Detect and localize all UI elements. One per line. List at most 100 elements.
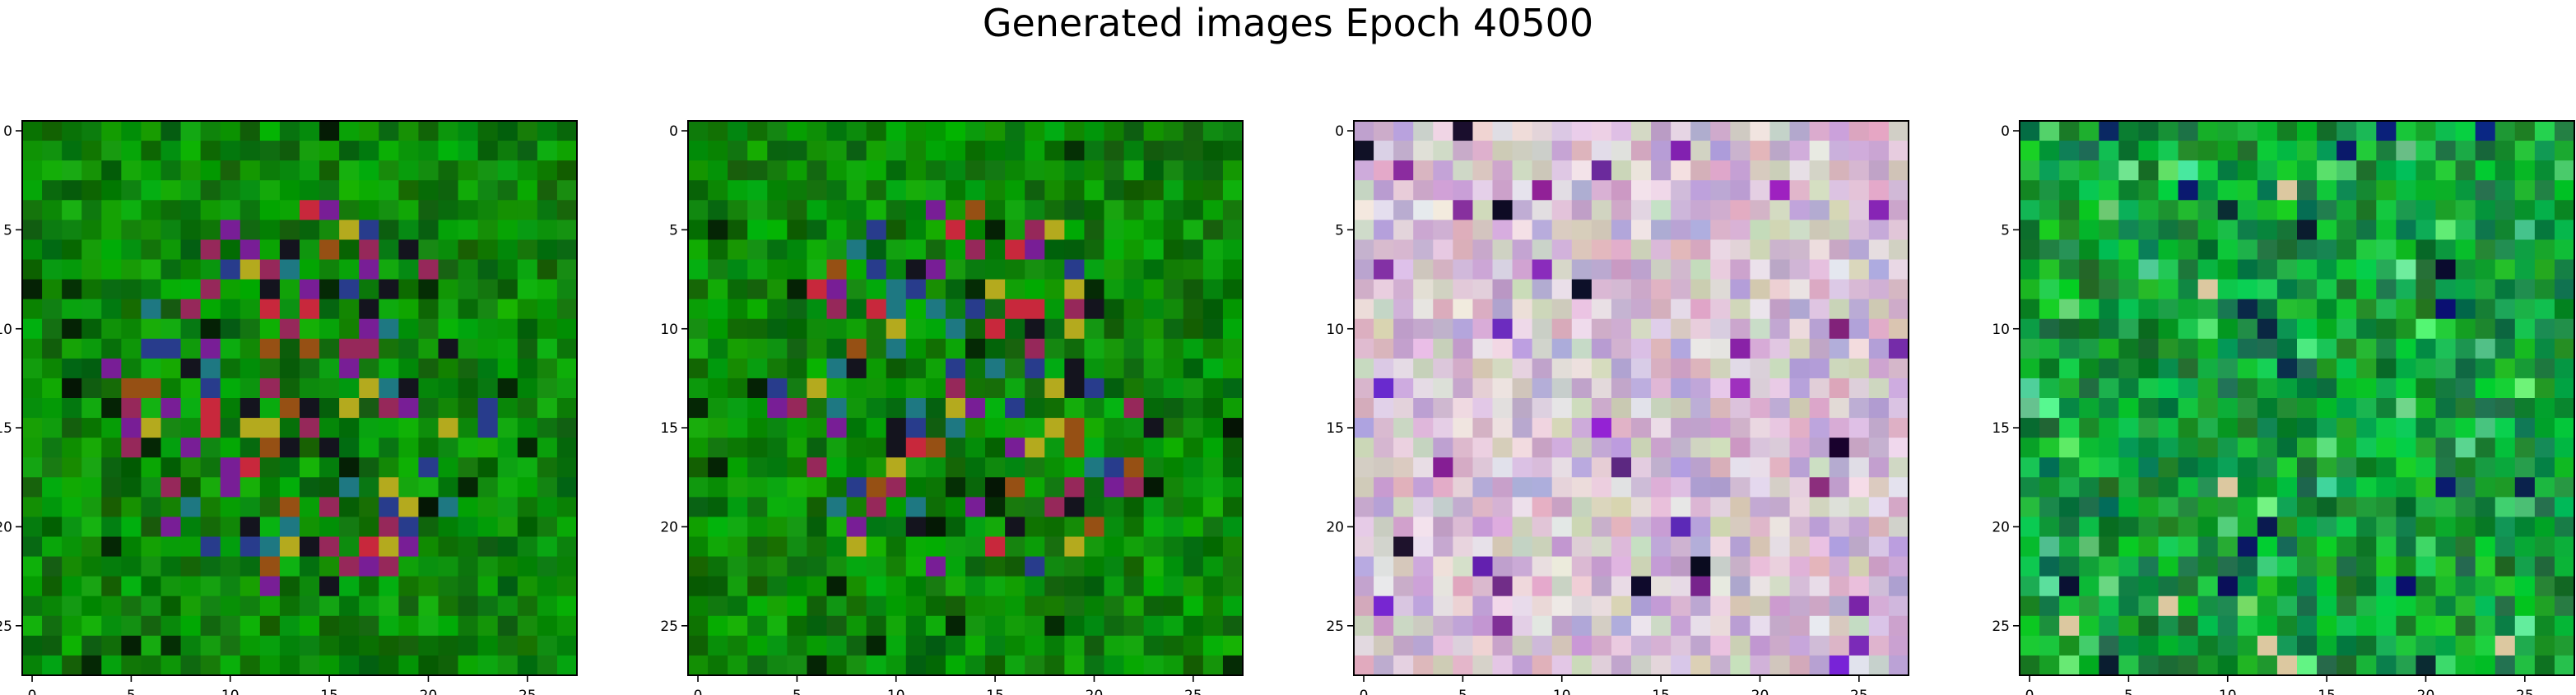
- pixel-cell: [180, 318, 202, 340]
- pixel-cell: [1222, 220, 1244, 241]
- pixel-cell: [121, 595, 142, 617]
- pixel-cell: [1433, 615, 1453, 637]
- pixel-cell: [925, 239, 946, 261]
- pixel-cell: [2534, 160, 2555, 181]
- pixel-cell: [846, 220, 867, 241]
- pixel-cell: [1044, 655, 1065, 676]
- pixel-cell: [2475, 299, 2496, 320]
- pixel-cell: [1143, 299, 1165, 320]
- pixel-cell: [1005, 338, 1025, 359]
- pixel-cell: [1143, 576, 1165, 597]
- pixel-cell: [2396, 576, 2417, 597]
- pixel-cell: [379, 259, 399, 280]
- pixel-cell: [925, 259, 946, 280]
- pixel-cell: [2416, 279, 2437, 300]
- pixel-cell: [1143, 497, 1165, 518]
- pixel-cell: [418, 477, 439, 498]
- pixel-cell: [2079, 259, 2099, 280]
- pixel-cell: [1025, 418, 1045, 438]
- pixel-cell: [180, 358, 202, 379]
- pixel-cell: [1433, 418, 1453, 438]
- pixel-cell: [2376, 358, 2397, 379]
- pixel-cell: [1730, 517, 1751, 538]
- pixel-cell: [1374, 180, 1394, 201]
- pixel-cell: [2455, 517, 2476, 538]
- pixel-cell: [1064, 299, 1086, 320]
- pixel-cell: [2514, 655, 2536, 676]
- pixel-cell: [1868, 398, 1890, 419]
- pixel-cell: [180, 121, 202, 141]
- pixel-cell: [846, 635, 867, 656]
- pixel-cell: [180, 338, 202, 359]
- pixel-cell: [2158, 536, 2179, 558]
- pixel-cell: [925, 378, 946, 399]
- pixel-cell: [787, 536, 808, 558]
- pixel-cell: [985, 259, 1006, 280]
- pixel-cell: [2416, 615, 2437, 637]
- pixel-cell: [2237, 338, 2258, 359]
- pixel-cell: [1710, 615, 1731, 637]
- pixel-cell: [2534, 418, 2555, 438]
- pixel-cell: [121, 299, 142, 320]
- pixel-cell: [1690, 180, 1711, 201]
- pixel-cell: [556, 517, 578, 538]
- pixel-cell: [379, 497, 399, 518]
- pixel-cell: [1769, 279, 1791, 300]
- pixel-cell: [2297, 438, 2318, 458]
- pixel-cell: [2118, 358, 2140, 379]
- pixel-cell: [141, 338, 162, 359]
- pixel-cell: [2376, 338, 2397, 359]
- pixel-cell: [1143, 121, 1165, 141]
- pixel-cell: [2317, 160, 2337, 181]
- pixel-cell: [2297, 220, 2318, 241]
- pixel-cell: [2534, 517, 2555, 538]
- pixel-cell: [747, 160, 768, 181]
- pixel-cell: [2099, 318, 2119, 340]
- pixel-cell: [2118, 576, 2140, 597]
- pixel-cell: [1591, 299, 1612, 320]
- pixel-cell: [1084, 457, 1105, 478]
- pixel-cell: [1005, 655, 1025, 676]
- pixel-cell: [1123, 279, 1145, 300]
- pixel-cell: [965, 438, 986, 458]
- pixel-cell: [1084, 438, 1105, 458]
- pixel-cell: [2197, 457, 2219, 478]
- pixel-cell: [1472, 358, 1494, 379]
- pixel-cell: [1571, 418, 1593, 438]
- pixel-cell: [2396, 635, 2417, 656]
- pixel-cell: [42, 358, 63, 379]
- pixel-cell: [2356, 477, 2377, 498]
- pixel-cell: [121, 497, 142, 518]
- pixel-cell: [1809, 279, 1830, 300]
- pixel-cell: [1025, 338, 1045, 359]
- pixel-cell: [1809, 259, 1830, 280]
- pixel-cell: [2356, 180, 2377, 201]
- pixel-cell: [925, 220, 946, 241]
- pixel-cell: [1571, 180, 1593, 201]
- pixel-cell: [747, 259, 768, 280]
- pixel-cell: [1809, 378, 1830, 399]
- pixel-cell: [985, 299, 1006, 320]
- pixel-cell: [2514, 220, 2536, 241]
- pixel-cell: [497, 595, 518, 617]
- pixel-cell: [688, 318, 709, 340]
- pixel-cell: [1848, 438, 1870, 458]
- pixel-cell: [1104, 299, 1125, 320]
- pixel-cell: [767, 299, 788, 320]
- pixel-cell: [2197, 299, 2219, 320]
- pixel-cell: [319, 299, 340, 320]
- pixel-cell: [1044, 121, 1065, 141]
- pixel-cell: [1789, 635, 1811, 656]
- pixel-cell: [688, 299, 709, 320]
- pixel-cell: [477, 180, 499, 201]
- pixel-cell: [2257, 635, 2278, 656]
- pixel-cell: [1183, 239, 1204, 261]
- pixel-cell: [160, 180, 182, 201]
- pixel-cell: [180, 556, 202, 577]
- pixel-cell: [1591, 121, 1612, 141]
- pixel-cell: [1084, 576, 1105, 597]
- pixel-cell: [925, 141, 946, 161]
- pixel-cell: [1888, 338, 1909, 359]
- pixel-cell: [688, 477, 709, 498]
- pixel-cell: [2514, 259, 2536, 280]
